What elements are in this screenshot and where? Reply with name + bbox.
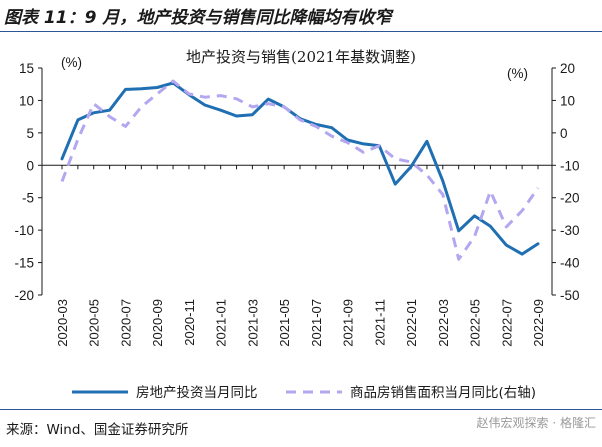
left-tick-label: -10	[14, 223, 34, 238]
left-tick-label: -15	[14, 256, 34, 271]
left-tick-label: -5	[22, 191, 34, 206]
left-tick-label: 15	[19, 61, 34, 76]
x-tick-label: 2022-01	[404, 299, 419, 347]
legend: 房地产投资当月同比 商品房销售面积当月同比(右轴)	[72, 385, 536, 401]
right-tick-label: 20	[560, 61, 575, 76]
left-tick-label: -20	[14, 288, 34, 303]
chart-svg: 地产投资与销售(2021年基数调整) (%) (%) 15 10 5 0 -5 -10 -1…	[14, 48, 579, 401]
x-tick-label: 2020-07	[118, 299, 133, 347]
left-tick-label: 10	[19, 93, 34, 108]
left-axis-unit: (%)	[61, 55, 82, 70]
right-axis-unit: (%)	[507, 66, 528, 81]
series-lines	[60, 79, 540, 261]
x-tick-label: 2022-09	[531, 299, 546, 347]
right-tick-label: -40	[560, 256, 580, 271]
x-tick-label: 2021-07	[309, 299, 324, 347]
legend-label-investment: 房地产投资当月同比	[136, 385, 258, 401]
source-note: 来源：Wind、国金证券研究所	[6, 422, 189, 438]
x-tick-label: 2021-01	[214, 299, 229, 347]
bottom-rule	[0, 409, 602, 410]
x-tick-label: 2022-07	[499, 299, 514, 347]
title-rule	[0, 31, 602, 32]
legend-label-sales: 商品房销售面积当月同比(右轴)	[350, 385, 536, 401]
right-tick-label: 10	[560, 93, 575, 108]
series-line-sales	[60, 79, 540, 261]
right-tick-label: -20	[560, 191, 580, 206]
right-tick-label: -50	[560, 288, 580, 303]
chart-title: 地产投资与销售(2021年基数调整)	[186, 48, 416, 66]
right-tick-label: -30	[560, 223, 580, 238]
left-tick-label: 0	[26, 158, 34, 173]
right-tick-label: 0	[560, 126, 568, 141]
x-tick-label: 2021-11	[372, 299, 387, 346]
x-tick-label: 2020-05	[87, 299, 102, 347]
x-tick-label: 2021-03	[245, 299, 260, 347]
figure-title: 图表 11：9 月，地产投资与销售同比降幅均有收窄	[4, 8, 392, 28]
x-tick-labels: 2020-03 2020-05 2020-07 2020-09 2020-11 2021-…	[55, 299, 546, 347]
axes: 15 10 5 0 -5 -10 -15 -20 20 10 0 -10 -20 -30 -40 -50	[14, 61, 579, 303]
x-tick-label: 2020-09	[150, 299, 165, 347]
watermark: 赵伟宏观探索 · 格隆汇	[476, 416, 596, 430]
x-tick-label: 2020-11	[182, 299, 197, 346]
x-tick-label: 2022-05	[468, 299, 483, 347]
left-tick-label: 5	[26, 126, 34, 141]
x-tick-label: 2022-03	[436, 299, 451, 347]
x-tick-label: 2021-05	[277, 299, 292, 347]
x-tick-label: 2021-09	[341, 299, 356, 347]
right-tick-label: -10	[560, 158, 580, 173]
x-tick-label: 2020-03	[55, 299, 70, 347]
